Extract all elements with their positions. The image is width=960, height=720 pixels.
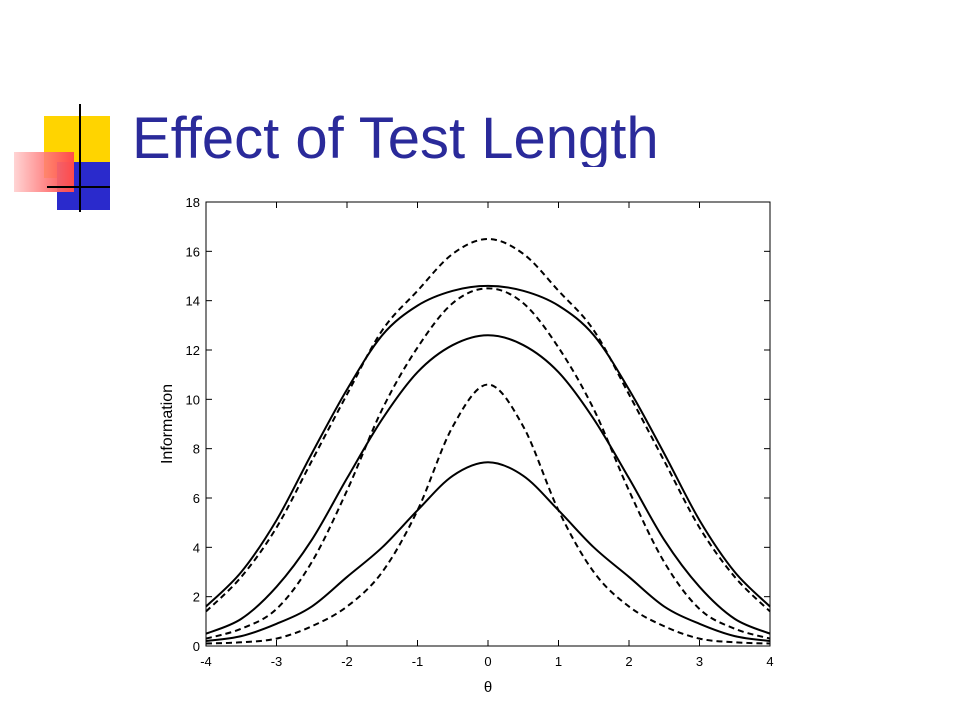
y-axis-label: Information: [159, 384, 176, 464]
slide-title: Effect of Test Length: [132, 106, 659, 167]
x-axis-label: θ: [484, 679, 492, 696]
series-line-6: [205, 383, 771, 645]
x-tick-label: -2: [341, 654, 353, 669]
series-line-1: [205, 284, 771, 608]
x-tick-label: 4: [766, 654, 773, 669]
deco-horizontal-line: [47, 186, 110, 188]
y-tick-label: 16: [186, 244, 200, 259]
x-tick-label: 2: [625, 654, 632, 669]
y-tick-label: 12: [186, 343, 200, 358]
deco-red-square: [14, 152, 74, 192]
y-tick-label: 6: [193, 491, 200, 506]
series-line-5: [205, 461, 771, 643]
x-tick-label: -3: [271, 654, 283, 669]
x-tick-label: -1: [412, 654, 424, 669]
series-line-2: [205, 237, 771, 613]
x-tick-label: -4: [200, 654, 212, 669]
y-tick-label: 4: [193, 540, 200, 555]
series-line-4: [205, 287, 771, 640]
x-tick-label: 0: [484, 654, 491, 669]
y-tick-label: 2: [193, 590, 200, 605]
y-tick-label: 0: [193, 639, 200, 654]
y-tick-label: 14: [186, 294, 200, 309]
deco-vertical-line: [79, 104, 81, 212]
y-tick-label: 10: [186, 392, 200, 407]
y-tick-label: 18: [186, 195, 200, 210]
x-tick-label: 1: [555, 654, 562, 669]
y-tick-label: 8: [193, 442, 200, 457]
x-tick-label: 3: [696, 654, 703, 669]
plot-frame: [205, 201, 771, 647]
series-line-3: [205, 334, 771, 635]
